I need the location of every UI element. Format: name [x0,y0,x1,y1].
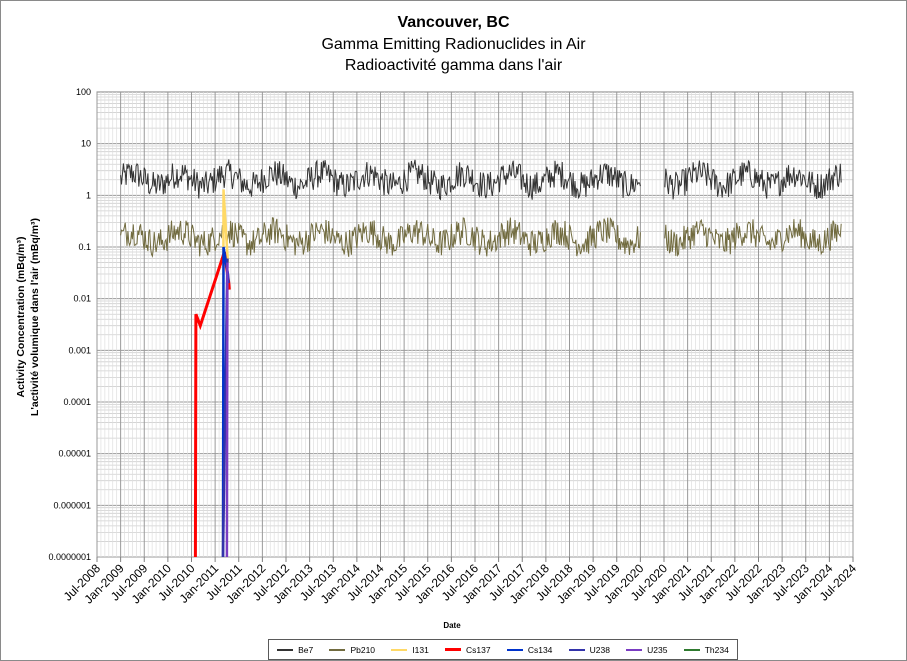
chart-subtitle-fr: Radioactivité gamma dans l'air [344,57,563,74]
y-tick-label: 1 [86,190,91,200]
series-layer [120,159,842,558]
x-axis-ticks: Jul-2008Jan-2009Jul-2009Jan-2010Jul-2010… [61,561,860,607]
legend-item-be7: Be7 [277,645,313,655]
legend-swatch [568,648,585,651]
y-tick-label: 0.0000001 [48,552,91,562]
legend-item-u238: U238 [568,644,610,655]
legend-item-cs134: Cs134 [506,644,553,655]
series-line-cs137 [193,251,231,558]
legend-label: Cs137 [466,644,491,655]
legend-item-cs137: Cs137 [445,645,491,655]
series-line-u235 [225,262,229,558]
legend-label: Be7 [298,644,314,655]
y-tick-label: 0.1 [78,242,91,252]
y-tick-label: 0.000001 [53,500,91,510]
y-tick-label: 100 [76,87,91,97]
y-tick-label: 0.00001 [58,449,91,459]
legend-label: Th234 [704,644,729,655]
legend-item-pb210: Pb210 [329,645,375,655]
legend-label: I131 [412,644,429,655]
grid [96,91,854,562]
chart-title: Vancouver, BC [397,14,510,31]
y-tick-label: 10 [81,139,91,149]
y-tick-label: 0.0001 [63,397,91,407]
y-tick-label: 0.001 [68,345,91,355]
x-axis-title: Date [443,621,461,630]
y-axis-ticks: 100 10 1 0.1 0.01 0.001 0.0001 0.00001 0.000001 0… [48,87,91,562]
legend-swatch [445,648,462,651]
legend: Be7 Pb210 I131 Cs137 Cs134 U238 U235 Th234 [268,639,738,660]
legend-swatch [626,648,643,651]
legend-swatch [683,648,700,651]
series-line-be7 [120,159,842,201]
legend-swatch [391,648,408,651]
legend-label: U235 [647,644,668,655]
y-axis-title-en: Activity Concentration (mBq/m³) [15,236,27,397]
legend-item-i131: I131 [391,645,429,655]
legend-label: Cs134 [527,644,553,655]
y-tick-label: 0.01 [73,294,91,304]
chart-subtitle-en: Gamma Emitting Radionuclides in Air [321,36,586,53]
legend-swatch [277,648,294,651]
legend-item-u235: U235 [626,644,668,655]
legend-swatch [506,648,523,651]
legend-swatch [329,648,346,651]
legend-label: Pb210 [350,644,376,655]
legend-item-th234: Th234 [683,644,729,655]
legend-label: U238 [589,644,610,655]
y-axis-title-fr: L'activité volumique dans l'air (mBq/m³) [29,218,41,416]
series-line-pb210 [120,216,842,258]
